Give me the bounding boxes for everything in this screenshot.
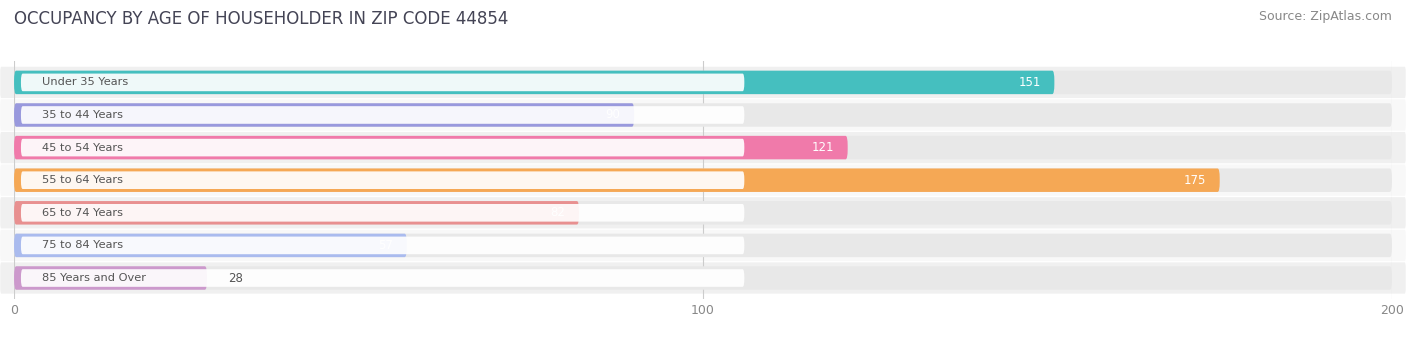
Text: 175: 175 [1184, 174, 1206, 187]
FancyBboxPatch shape [14, 103, 634, 127]
Text: 45 to 54 Years: 45 to 54 Years [42, 142, 122, 153]
FancyBboxPatch shape [14, 201, 579, 224]
FancyBboxPatch shape [14, 71, 1054, 94]
FancyBboxPatch shape [14, 266, 207, 290]
FancyBboxPatch shape [0, 197, 1406, 228]
FancyBboxPatch shape [0, 67, 1406, 98]
FancyBboxPatch shape [0, 99, 1406, 131]
FancyBboxPatch shape [14, 136, 1392, 159]
Text: 57: 57 [378, 239, 394, 252]
FancyBboxPatch shape [21, 73, 744, 91]
Text: 85 Years and Over: 85 Years and Over [42, 273, 146, 283]
FancyBboxPatch shape [14, 103, 1392, 127]
Text: 55 to 64 Years: 55 to 64 Years [42, 175, 122, 185]
Text: 35 to 44 Years: 35 to 44 Years [42, 110, 122, 120]
Text: Source: ZipAtlas.com: Source: ZipAtlas.com [1258, 10, 1392, 23]
FancyBboxPatch shape [21, 269, 744, 287]
Text: 28: 28 [228, 272, 242, 285]
Text: 65 to 74 Years: 65 to 74 Years [42, 208, 122, 218]
Text: OCCUPANCY BY AGE OF HOUSEHOLDER IN ZIP CODE 44854: OCCUPANCY BY AGE OF HOUSEHOLDER IN ZIP C… [14, 10, 509, 28]
FancyBboxPatch shape [14, 234, 1392, 257]
FancyBboxPatch shape [14, 201, 1392, 224]
FancyBboxPatch shape [21, 237, 744, 254]
FancyBboxPatch shape [14, 266, 1392, 290]
FancyBboxPatch shape [14, 168, 1220, 192]
FancyBboxPatch shape [14, 234, 406, 257]
FancyBboxPatch shape [21, 139, 744, 156]
FancyBboxPatch shape [14, 136, 848, 159]
FancyBboxPatch shape [21, 106, 744, 124]
FancyBboxPatch shape [0, 262, 1406, 294]
Text: 82: 82 [550, 206, 565, 219]
Text: 90: 90 [606, 108, 620, 121]
Text: 151: 151 [1018, 76, 1040, 89]
Text: Under 35 Years: Under 35 Years [42, 78, 128, 87]
Text: 75 to 84 Years: 75 to 84 Years [42, 240, 122, 250]
Text: 121: 121 [811, 141, 834, 154]
FancyBboxPatch shape [21, 171, 744, 189]
FancyBboxPatch shape [14, 168, 1392, 192]
FancyBboxPatch shape [0, 132, 1406, 163]
FancyBboxPatch shape [21, 204, 744, 222]
FancyBboxPatch shape [0, 230, 1406, 261]
FancyBboxPatch shape [14, 71, 1392, 94]
FancyBboxPatch shape [0, 165, 1406, 196]
